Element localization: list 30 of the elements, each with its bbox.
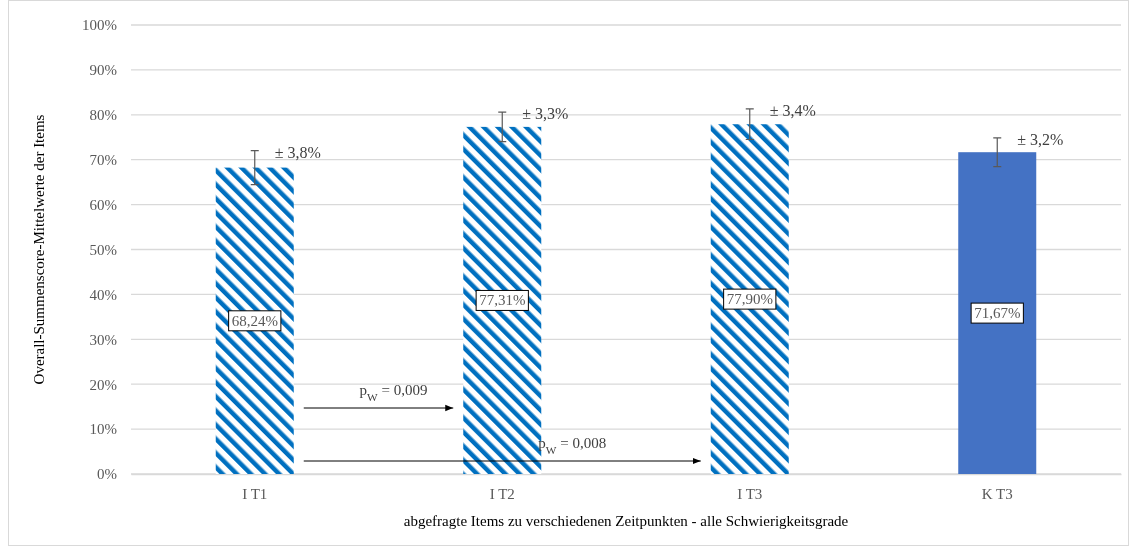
x-tick-label: K T3	[981, 485, 1013, 502]
bar	[710, 124, 789, 474]
annotation: ± 3,2%	[1017, 130, 1064, 148]
y-tick-label: 20%	[89, 376, 117, 393]
data-label: 77,90%	[726, 291, 773, 308]
x-axis-title: abgefragte Items zu verschiedenen Zeitpunkten - alle Schwierigkeitsgrade	[403, 513, 849, 529]
x-tick-label: I T1	[242, 485, 268, 502]
y-tick-label: 60%	[89, 196, 117, 213]
y-tick-label: 80%	[89, 107, 117, 124]
y-tick-label: 50%	[89, 241, 117, 258]
data-label: 68,24%	[231, 312, 278, 329]
y-axis-title: Overall-Summenscore-Mittelwerte der Items	[31, 114, 47, 385]
bar	[958, 152, 1037, 474]
x-tick-label: I T3	[737, 485, 763, 502]
annotation: p$_{W}$ = 0,009	[359, 382, 428, 403]
y-tick-label: 70%	[89, 152, 117, 168]
y-tick-label: 90%	[89, 62, 117, 79]
x-tick-label: I T2	[489, 485, 515, 502]
data-label: 77,31%	[479, 292, 526, 309]
annotation: p$_{W}$ = 0,008	[538, 435, 607, 456]
y-tick-label: 30%	[89, 331, 117, 348]
annotation: ± 3,3%	[522, 105, 569, 123]
data-label: 71,67%	[974, 305, 1021, 322]
y-tick-label: 0%	[97, 466, 117, 483]
y-tick-label: 40%	[89, 286, 117, 303]
y-tick-label: 100%	[82, 17, 117, 34]
y-tick-label: 10%	[89, 421, 117, 438]
annotation: ± 3,8%	[274, 143, 321, 161]
annotation: ± 3,4%	[769, 101, 816, 119]
bar	[215, 167, 294, 474]
